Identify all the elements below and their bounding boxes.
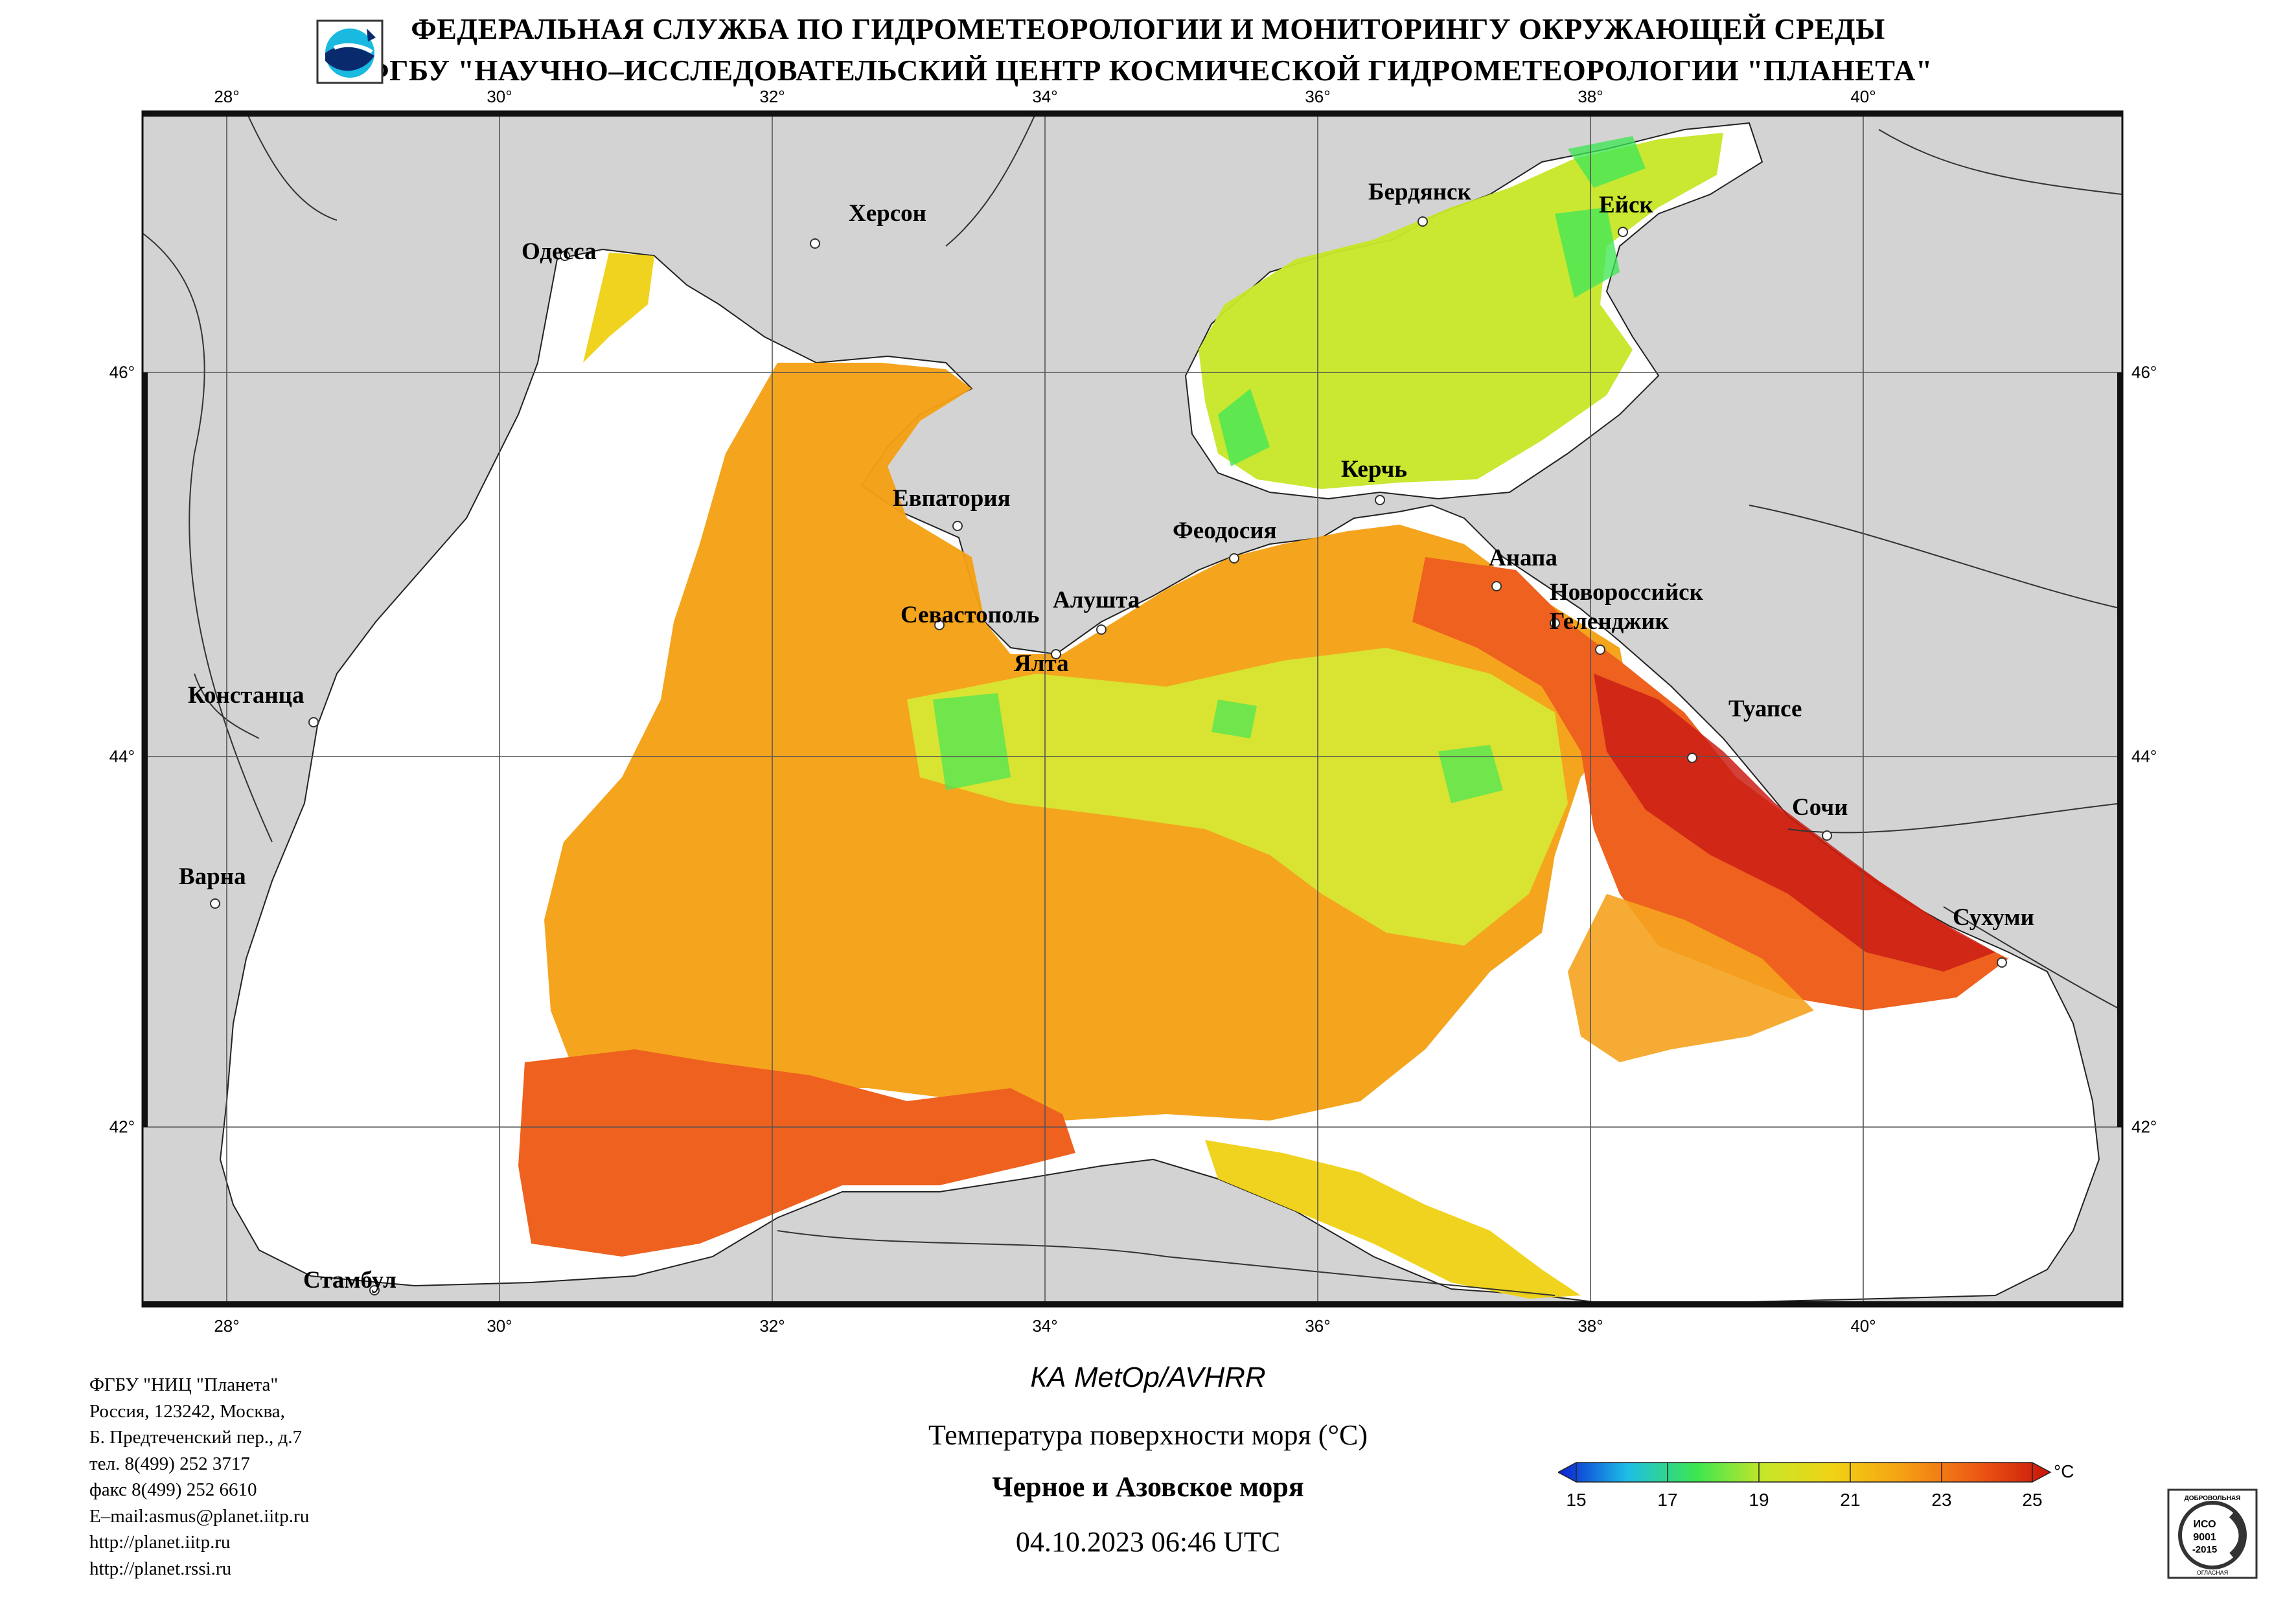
org-line: http://planet.rssi.ru [89, 1558, 232, 1579]
city-label-yeysk: Ейск [1599, 192, 1653, 218]
city-label-kherson: Херсон [849, 200, 926, 227]
satellite-label: КА MetOp/AVHRR [1030, 1362, 1266, 1393]
lon-label-top: 28° [214, 87, 240, 106]
city-label-anapa: Анапа [1489, 545, 1557, 571]
sst-data [518, 133, 2008, 1299]
lon-label-bottom: 36° [1305, 1316, 1331, 1336]
graticule [143, 111, 2122, 1306]
colorbar-tick: 15 [1566, 1490, 1587, 1510]
colorbar-tick: 19 [1749, 1490, 1769, 1510]
colorbar-tick: 23 [1931, 1490, 1952, 1510]
city-label-feodosia: Феодосия [1173, 518, 1277, 544]
org-line: тел. 8(499) 252 3717 [89, 1453, 250, 1474]
planeta-logo [316, 19, 384, 84]
city-label-gelendzhik: Геленджик [1550, 608, 1669, 635]
lon-label-bottom: 34° [1032, 1316, 1058, 1336]
lon-label-top: 34° [1032, 87, 1058, 106]
colorbar [1558, 1462, 2052, 1483]
org-line: Б. Предтеченский пер., д.7 [89, 1427, 303, 1448]
city-label-novorossiysk: Новороссийск [1550, 579, 1703, 606]
city-label-varna: Варна [179, 863, 246, 890]
city-markers [210, 216, 2007, 1295]
lat-label-left: 44° [109, 746, 135, 766]
city-label-alushta: Алушта [1053, 587, 1140, 613]
lon-label-bottom: 40° [1850, 1316, 1876, 1336]
city-label-constanta: Констанца [188, 682, 304, 709]
city-label-sevastopol: Севастополь [901, 602, 1040, 628]
header-line-1: ФЕДЕРАЛЬНАЯ СЛУЖБА ПО ГИДРОМЕТЕОРОЛОГИИ … [411, 12, 1885, 45]
city-label-berdyansk: Бердянск [1368, 179, 1471, 205]
region-label: Черное и Азовское моря [992, 1471, 1304, 1503]
city-label-evpatoria: Евпатория [893, 485, 1011, 512]
lon-label-top: 38° [1578, 87, 1603, 106]
city-label-tuapse: Туапсе [1728, 696, 1802, 722]
lon-label-bottom: 38° [1578, 1316, 1603, 1336]
svg-text:ИСО: ИСО [2193, 1519, 2216, 1530]
city-label-istanbul: Стамбул [303, 1267, 396, 1294]
colorbar-tick: 25 [2022, 1490, 2043, 1510]
city-label-yalta: Ялта [1014, 650, 1069, 677]
svg-text:-2015: -2015 [2192, 1544, 2217, 1555]
colorbar-tick: 17 [1657, 1490, 1678, 1510]
svg-text:9001: 9001 [2193, 1532, 2216, 1543]
lat-label-left: 46° [109, 362, 135, 382]
lat-label-right: 46° [2131, 362, 2157, 382]
org-line: факс 8(499) 252 6610 [89, 1479, 257, 1500]
svg-text:ОГЛАСНАЯ: ОГЛАСНАЯ [2197, 1569, 2229, 1576]
lon-label-top: 36° [1305, 87, 1331, 106]
colorbar-unit: °C [2054, 1461, 2074, 1481]
org-line: Россия, 123242, Москва, [89, 1400, 285, 1422]
org-line: E–mail:asmus@planet.iitp.ru [89, 1505, 310, 1527]
org-line: ФГБУ "НИЦ "Планета" [89, 1374, 279, 1395]
lon-label-top: 30° [487, 87, 512, 106]
colorbar-tick: 21 [1840, 1490, 1861, 1510]
lat-label-right: 42° [2131, 1117, 2157, 1137]
header-line-2: ФГБУ "НАУЧНО–ИССЛЕДОВАТЕЛЬСКИЙ ЦЕНТР КОС… [363, 54, 1933, 87]
lon-label-bottom: 32° [759, 1316, 785, 1336]
city-label-odessa: Одесса [522, 238, 597, 265]
org-line: http://planet.iitp.ru [89, 1532, 231, 1553]
lon-label-bottom: 28° [214, 1316, 240, 1336]
city-label-kerch: Керчь [1341, 456, 1407, 483]
lon-label-top: 32° [759, 87, 785, 106]
lon-label-top: 40° [1850, 87, 1876, 106]
org-info: ФГБУ "НИЦ "Планета" Россия, 123242, Моск… [89, 1372, 309, 1582]
datetime-label: 04.10.2023 06:46 UTC [1015, 1526, 1281, 1558]
iso-certification-stamp: ДОБРОВОЛЬНАЯ ИСО 9001 -2015 ОГЛАСНАЯ [2167, 1488, 2258, 1579]
parameter-label: Температура поверхности моря (°С) [928, 1419, 1368, 1451]
lat-label-right: 44° [2131, 746, 2157, 766]
city-label-sukhumi: Сухуми [1953, 904, 2034, 931]
lat-label-left: 42° [109, 1117, 135, 1137]
lon-label-bottom: 30° [487, 1316, 512, 1336]
svg-text:ДОБРОВОЛЬНАЯ: ДОБРОВОЛЬНАЯ [2185, 1495, 2241, 1502]
city-label-sochi: Сочи [1792, 794, 1848, 821]
